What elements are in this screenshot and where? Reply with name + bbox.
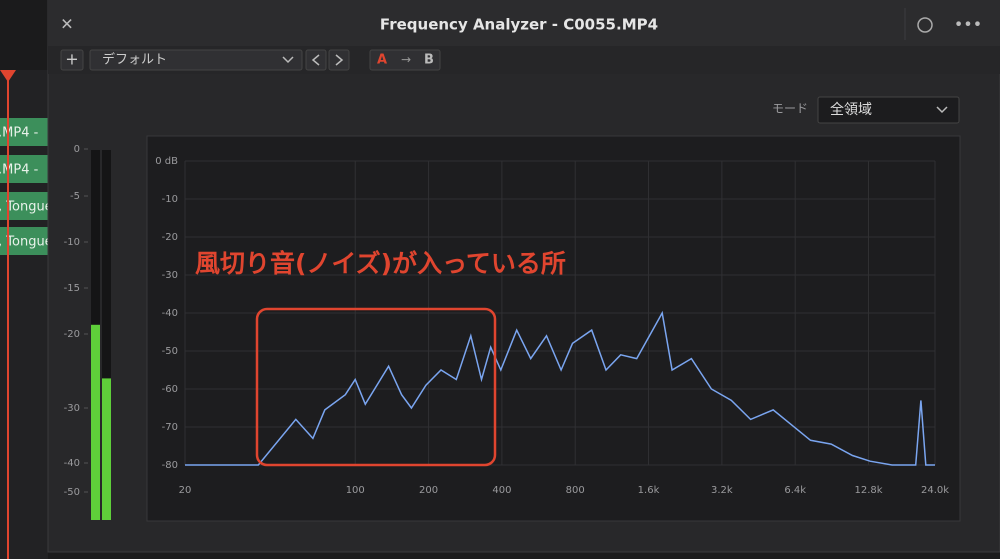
x-tick-label: 400 xyxy=(492,485,511,496)
window-title: Frequency Analyzer - C0055.MP4 xyxy=(380,16,658,34)
meter-level xyxy=(102,378,111,520)
y-tick-label: -70 xyxy=(162,422,178,433)
timeline: .MP4 - .MP4 - , Tongue , Tongue xyxy=(0,70,53,559)
reset-button[interactable] xyxy=(917,17,933,33)
y-tick-label: -50 xyxy=(162,346,178,357)
title-bar xyxy=(48,0,1000,46)
meter-tick-label: -10 xyxy=(64,237,80,248)
x-tick-label: 24.0k xyxy=(921,485,949,496)
y-tick-label: -80 xyxy=(162,460,178,471)
x-tick-label: 800 xyxy=(566,485,585,496)
mode-dropdown[interactable] xyxy=(817,96,960,124)
dropdown-arrow xyxy=(282,56,294,64)
b-button[interactable]: B xyxy=(424,53,434,68)
y-tick-label: -30 xyxy=(162,270,178,281)
meter-tick-label: -40 xyxy=(64,458,80,469)
y-tick-label: -60 xyxy=(162,384,178,395)
annotation: 風切り音(ノイズ)が入っている所 xyxy=(195,249,566,278)
meter-tick-label: 0 xyxy=(74,144,80,155)
prev-icon xyxy=(311,54,320,66)
meter-tick-label: -15 xyxy=(64,283,80,294)
prev-button[interactable] xyxy=(305,49,327,71)
a-button[interactable]: A xyxy=(377,53,387,68)
add-icon: + xyxy=(65,50,78,69)
x-tick-label: 12.8k xyxy=(854,485,882,496)
y-tick-label: -10 xyxy=(162,194,178,205)
next-button[interactable] xyxy=(328,49,350,71)
y-tick-label: -40 xyxy=(162,308,178,319)
chart-panel xyxy=(146,135,961,522)
close-button[interactable]: ✕ xyxy=(60,15,73,34)
copy-arrow[interactable]: → xyxy=(401,53,411,67)
clip-label: .MP4 - xyxy=(0,163,39,178)
add-button[interactable] xyxy=(60,49,84,71)
annotation-box xyxy=(255,307,497,467)
meter-bg xyxy=(102,150,111,520)
x-tick-label: 20 xyxy=(179,485,192,496)
dropdown-arrow xyxy=(936,106,948,114)
x-tick-label: 6.4k xyxy=(784,485,806,496)
x-tick-label: 100 xyxy=(346,485,365,496)
y-tick-label: -20 xyxy=(162,232,178,243)
mode-value: 全領域 xyxy=(830,101,872,118)
meter-tick-label: -50 xyxy=(64,487,80,498)
preset-name: デフォルト xyxy=(102,52,167,68)
more-button[interactable]: ••• xyxy=(954,15,982,34)
next-icon xyxy=(335,54,344,66)
clip-label: .MP4 - xyxy=(0,126,39,141)
meter-tick-label: -20 xyxy=(64,329,80,340)
meter-level xyxy=(91,324,100,520)
preset-dropdown[interactable] xyxy=(89,49,303,71)
meter-tick-label: -30 xyxy=(64,403,80,414)
x-tick-label: 1.6k xyxy=(638,485,660,496)
x-tick-label: 3.2k xyxy=(711,485,733,496)
mode-label: モード xyxy=(772,102,808,116)
ab-group xyxy=(369,49,441,71)
clip-label: , Tongue xyxy=(0,200,53,215)
x-tick-label: 200 xyxy=(419,485,438,496)
chart: 0 -5 -10 -15 -20 -30 -40 -50 0 dB -10 -20 -30 -40 -50… xyxy=(64,144,949,520)
playhead-head xyxy=(0,70,16,82)
meter-tick-label: -5 xyxy=(70,191,80,202)
spectrum-line xyxy=(185,310,935,466)
y-tick-label: 0 dB xyxy=(155,156,178,167)
clip-label: , Tongue xyxy=(0,235,53,250)
